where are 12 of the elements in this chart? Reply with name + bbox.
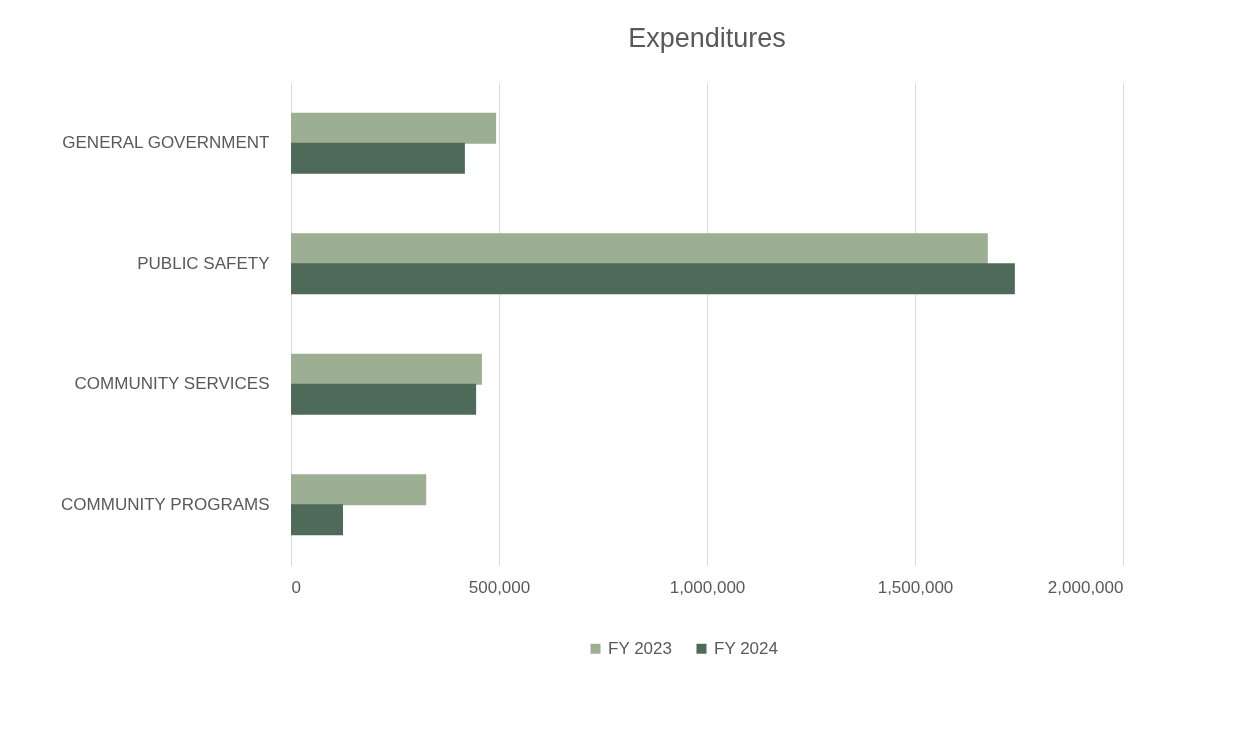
y-tick-label: COMMUNITY PROGRAMS <box>61 494 270 514</box>
legend-label: FY 2023 <box>608 638 672 658</box>
legend-label: FY 2024 <box>714 638 778 658</box>
x-tick-label: 0 <box>291 577 301 597</box>
y-tick-label: PUBLIC SAFETY <box>137 253 270 273</box>
x-tick-label: 1,000,000 <box>669 577 746 597</box>
y-tick-label: COMMUNITY SERVICES <box>74 374 270 394</box>
x-tick-label: 1,500,000 <box>877 577 954 597</box>
y-tick-label: GENERAL GOVERNMENT <box>62 133 270 153</box>
chart-title: Expenditures <box>628 23 786 53</box>
x-tick-label: 2,000,000 <box>1047 577 1124 597</box>
x-tick-label: 500,000 <box>468 577 531 597</box>
